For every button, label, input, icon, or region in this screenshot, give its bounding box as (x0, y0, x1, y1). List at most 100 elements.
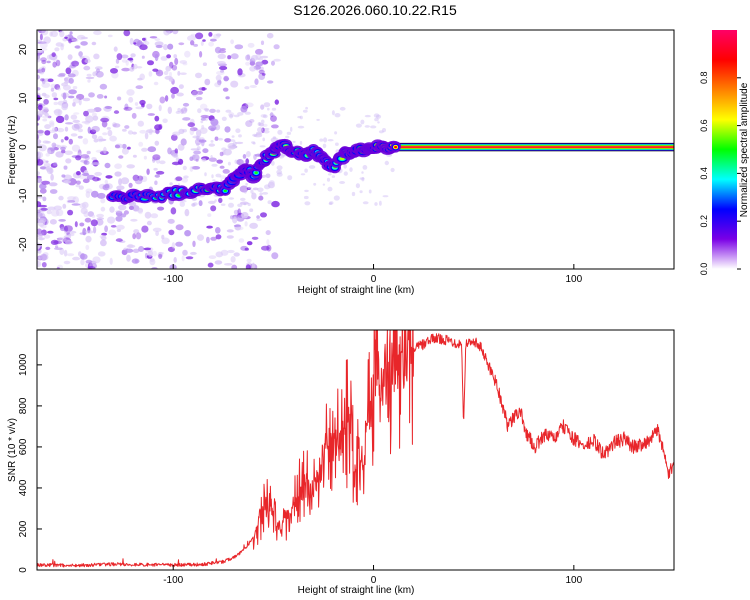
noise-speckle (147, 146, 157, 153)
noise-speckle (355, 183, 360, 189)
snr-y-ticks: 0 200 400 600 800 1000 (18, 353, 42, 573)
noise-speckle (173, 54, 177, 59)
noise-speckle (247, 186, 252, 190)
noise-speckle (141, 55, 145, 59)
noise-speckle (183, 107, 188, 112)
noise-speckle (176, 92, 184, 97)
noise-speckle (91, 125, 100, 133)
noise-speckle (85, 235, 92, 243)
noise-speckle (53, 101, 58, 106)
noise-speckle (230, 80, 239, 88)
noise-speckle (233, 114, 240, 118)
noise-speckle (155, 44, 163, 49)
noise-speckle (112, 123, 121, 128)
noise-speckle (208, 125, 217, 131)
noise-speckle (374, 202, 378, 206)
noise-speckle (126, 146, 131, 150)
noise-speckle (113, 110, 120, 114)
noise-speckle (210, 118, 219, 127)
noise-speckle (262, 114, 268, 119)
noise-speckle (245, 61, 251, 66)
noise-speckle (141, 225, 149, 233)
noise-speckle (269, 112, 274, 118)
noise-speckle (191, 90, 199, 97)
noise-speckle (40, 57, 47, 62)
noise-speckle (182, 249, 188, 256)
noise-speckle (154, 41, 164, 47)
noise-speckle (37, 256, 44, 260)
noise-speckle (198, 87, 207, 91)
noise-speckle (182, 165, 187, 171)
noise-speckle (81, 201, 89, 209)
noise-speckle (54, 247, 63, 250)
noise-speckle (259, 145, 266, 148)
noise-speckle (105, 175, 113, 179)
noise-speckle (65, 122, 74, 125)
noise-speckle (116, 53, 123, 61)
noise-speckle (207, 200, 216, 204)
noise-speckle (85, 76, 95, 80)
noise-speckle (37, 171, 40, 176)
noise-speckle (177, 143, 185, 151)
noise-speckle (61, 174, 66, 178)
noise-speckle (144, 211, 152, 219)
steady-tone-band (397, 146, 674, 148)
noise-speckle (50, 239, 59, 245)
noise-speckle (70, 133, 78, 137)
noise-speckle (85, 244, 90, 250)
noise-speckle (114, 144, 121, 149)
noise-speckle (67, 200, 76, 203)
noise-speckle (233, 252, 240, 257)
noise-speckle (197, 234, 204, 241)
noise-speckle (164, 95, 169, 102)
noise-speckle (67, 196, 76, 201)
noise-speckle (41, 30, 49, 36)
noise-speckle (184, 230, 192, 237)
noise-speckle (144, 132, 149, 140)
noise-speckle (91, 157, 97, 161)
noise-speckle (218, 197, 223, 204)
noise-speckle (100, 117, 109, 123)
noise-speckle (271, 60, 275, 66)
noise-speckle (85, 115, 94, 123)
noise-speckle (138, 246, 145, 252)
noise-speckle (297, 125, 305, 129)
y-tick-label: 200 (18, 520, 29, 537)
noise-speckle (147, 113, 155, 116)
noise-speckle (152, 227, 162, 232)
noise-speckle (61, 149, 66, 154)
noise-speckle (260, 212, 267, 218)
noise-speckle (51, 142, 57, 148)
noise-speckle (255, 61, 264, 67)
x-tick-label: 0 (371, 274, 377, 285)
noise-speckle (260, 119, 265, 125)
noise-speckle (54, 84, 61, 90)
noise-speckle (258, 195, 264, 201)
noise-speckle (215, 74, 222, 81)
noise-speckle (60, 139, 64, 143)
noise-speckle (384, 160, 389, 166)
noise-speckle (124, 248, 134, 253)
noise-speckle (303, 195, 309, 200)
noise-speckle (159, 160, 166, 165)
noise-speckle (72, 97, 80, 104)
noise-speckle (331, 110, 335, 116)
noise-speckle (39, 188, 47, 194)
noise-speckle (242, 154, 247, 159)
noise-speckle (271, 107, 277, 111)
noise-speckle (44, 112, 49, 117)
noise-speckle (57, 74, 66, 78)
noise-speckle (45, 160, 49, 163)
noise-speckle (263, 102, 271, 108)
noise-speckle (41, 115, 51, 119)
noise-speckle (126, 164, 135, 169)
noise-speckle (183, 175, 189, 179)
noise-speckle (84, 217, 92, 223)
noise-speckle (64, 136, 69, 141)
noise-speckle (327, 186, 333, 192)
noise-speckle (201, 125, 205, 130)
noise-speckle (146, 220, 152, 226)
noise-speckle (250, 189, 254, 194)
noise-speckle (158, 253, 163, 259)
noise-speckle (41, 59, 47, 65)
